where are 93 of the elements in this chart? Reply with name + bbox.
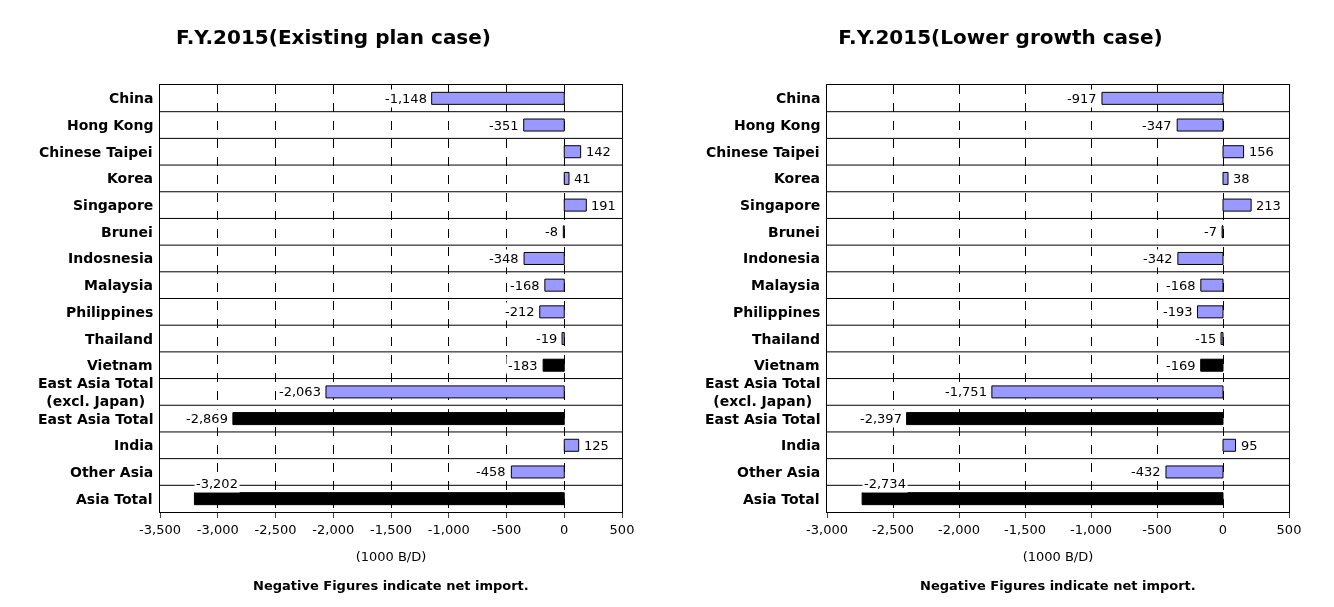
y-tick-label: Brunei xyxy=(768,224,820,240)
data-label: -917 xyxy=(1067,91,1097,106)
data-label: -212 xyxy=(505,304,535,319)
data-label: -2,734 xyxy=(864,476,906,491)
y-tick-label: Philippines xyxy=(733,304,821,320)
y-tick-label: East Asia Total xyxy=(38,411,154,427)
x-tick-label: -2,500 xyxy=(872,521,914,537)
y-tick-label: East Asia Total xyxy=(705,411,821,427)
bar xyxy=(1176,118,1224,132)
y-tick-label: Indosnesia xyxy=(68,250,154,266)
y-tick-label: Singapore xyxy=(740,197,821,213)
data-label: 41 xyxy=(574,171,591,186)
y-tick-label: East Asia Total (excl. Japan) xyxy=(705,375,821,410)
data-label: 38 xyxy=(1233,171,1250,186)
y-tick-label: Other Asia xyxy=(737,464,821,480)
data-label: 95 xyxy=(1241,438,1258,453)
data-label: -432 xyxy=(1131,464,1161,479)
x-tick-label: -1,500 xyxy=(1004,521,1046,537)
x-tick-label: 0 xyxy=(1218,521,1228,537)
bar xyxy=(563,171,570,185)
y-tick-label: Asia Total xyxy=(76,491,153,507)
data-label: 156 xyxy=(1249,144,1274,159)
y-tick-label: Hong Kong xyxy=(67,117,154,133)
y-tick-label: Chinese Taipei xyxy=(706,144,820,160)
chart-title: F.Y.2015(Lower growth case) xyxy=(838,25,1163,50)
x-tick-label: -2,000 xyxy=(312,521,355,537)
x-axis-title: (1000 B/D) xyxy=(355,549,427,564)
y-tick-label: Singapore xyxy=(73,197,154,213)
x-axis-title: (1000 B/D) xyxy=(1022,549,1094,564)
x-tick-label: -500 xyxy=(1142,521,1172,537)
data-label: -1,751 xyxy=(945,384,987,399)
chart-title: F.Y.2015(Existing plan case) xyxy=(176,25,491,50)
bar xyxy=(523,118,565,132)
x-tick-label: -3,000 xyxy=(196,521,239,537)
y-tick-label: East Asia Total (excl. Japan) xyxy=(38,375,154,410)
data-label: -351 xyxy=(489,118,519,133)
y-tick-label: Vietnam xyxy=(87,357,153,373)
data-label: -2,869 xyxy=(186,411,228,426)
y-tick-label: Thailand xyxy=(752,331,820,347)
data-label: 142 xyxy=(586,144,611,159)
bar xyxy=(1222,171,1229,185)
data-label: -342 xyxy=(1143,251,1173,266)
y-tick-label: Malaysia xyxy=(84,277,153,293)
y-tick-label: Chinese Taipei xyxy=(39,144,153,160)
y-tick-label: India xyxy=(781,437,821,453)
y-tick-label: India xyxy=(114,437,154,453)
y-tick-label: Korea xyxy=(774,170,821,186)
data-label: -169 xyxy=(1166,358,1196,373)
y-tick-label: Malaysia xyxy=(751,277,820,293)
x-tick-label: -1,000 xyxy=(1070,521,1112,537)
data-label: -2,063 xyxy=(279,384,321,399)
data-label: -168 xyxy=(1166,278,1196,293)
y-tick-label: Vietnam xyxy=(754,357,820,373)
x-tick-label: -500 xyxy=(491,521,522,537)
y-tick-label: Philippines xyxy=(66,304,154,320)
data-label: -2,397 xyxy=(860,411,902,426)
data-label: -183 xyxy=(508,358,538,373)
data-label: -168 xyxy=(510,278,540,293)
data-label: 191 xyxy=(591,198,616,213)
x-tick-label: -1,000 xyxy=(427,521,470,537)
text: Negative Figures indicate net import. xyxy=(253,578,529,593)
y-tick-label: Thailand xyxy=(85,331,153,347)
bar xyxy=(1200,278,1224,292)
x-tick-label: 500 xyxy=(609,521,635,537)
data-label: -458 xyxy=(476,464,506,479)
y-tick-label: Hong Kong xyxy=(734,117,821,133)
data-label: 213 xyxy=(1256,198,1281,213)
data-label: -7 xyxy=(1204,224,1217,239)
y-tick-label: China xyxy=(776,90,821,106)
x-tick-label: -3,500 xyxy=(139,521,181,537)
x-tick-label: -2,500 xyxy=(254,521,297,537)
y-tick-label: Brunei xyxy=(101,224,153,240)
data-label: -1,148 xyxy=(385,91,427,106)
x-tick-label: -3,000 xyxy=(806,521,848,537)
data-label: -347 xyxy=(1142,118,1172,133)
y-tick-label: Korea xyxy=(107,170,154,186)
y-tick-label: Asia Total xyxy=(743,491,820,507)
data-label: -19 xyxy=(536,331,558,346)
x-tick-label: -1,500 xyxy=(370,521,412,537)
x-tick-label: -2,000 xyxy=(938,521,980,537)
bar xyxy=(544,278,565,292)
y-tick-label: China xyxy=(109,90,154,106)
data-label: -3,202 xyxy=(196,476,238,491)
data-label: -193 xyxy=(1163,304,1193,319)
y-tick-label: Indonesia xyxy=(743,250,820,266)
data-label: -348 xyxy=(489,251,519,266)
x-tick-label: 500 xyxy=(1276,521,1302,537)
y-tick-label: Other Asia xyxy=(70,464,154,480)
data-label: 125 xyxy=(584,438,609,453)
data-label: -8 xyxy=(545,224,558,239)
x-tick-label: 0 xyxy=(560,521,569,537)
text: Negative Figures indicate net import. xyxy=(920,578,1196,593)
data-label: -15 xyxy=(1195,331,1217,346)
